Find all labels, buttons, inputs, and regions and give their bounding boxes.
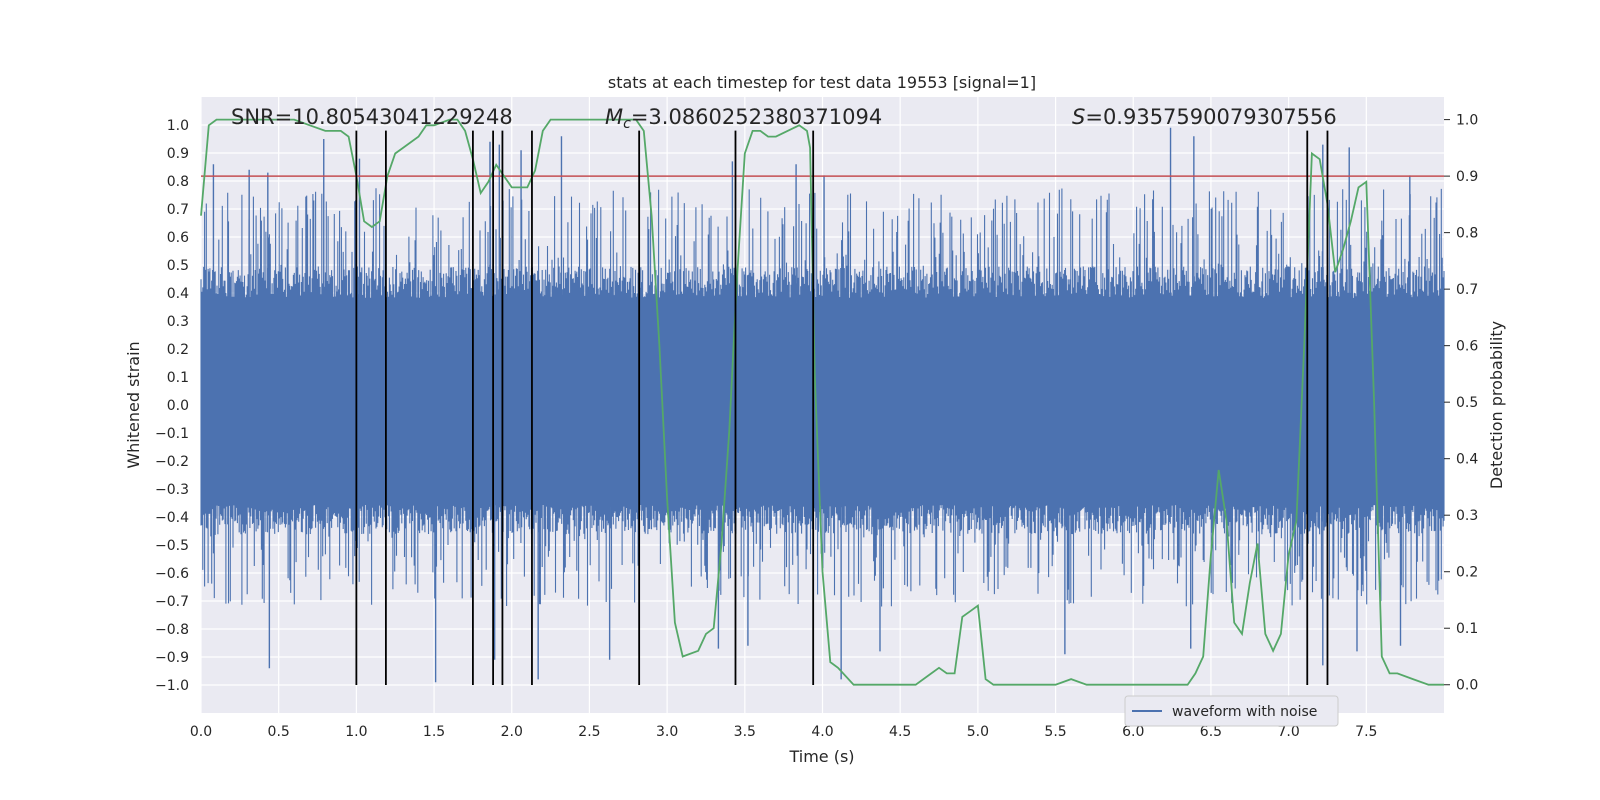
y-tick-label: −0.4 xyxy=(155,510,189,526)
s-symbol: S xyxy=(1072,105,1085,129)
y2-axis-label: Detection probability xyxy=(1487,321,1506,489)
y-tick-label: 0.4 xyxy=(167,286,189,302)
chirp-mass-annotation: Mc=3.0860252380371094 xyxy=(605,105,882,132)
y-tick-label: −0.7 xyxy=(155,594,189,610)
vertical-event-lines xyxy=(355,130,1329,685)
y-axis-ticks: 1.0 0.9 0.8 0.7 0.6 0.5 0.4 0.3 0.2 0.1 0.0 −0.1 −0.… xyxy=(155,118,189,694)
x-tick-label: 5.0 xyxy=(967,724,989,740)
detection-probability-line xyxy=(200,118,1444,686)
waveform-with-noise-series xyxy=(200,127,1445,683)
y2-tick-label: 0.6 xyxy=(1456,339,1478,355)
y2-axis-ticks: 1.0 0.9 0.8 0.7 0.6 0.5 0.4 0.3 0.2 0.1 0.0 xyxy=(1444,113,1478,694)
y2-tick-label: 0.9 xyxy=(1456,169,1478,185)
y-tick-label: −0.2 xyxy=(155,454,189,470)
x-axis-ticks: 0.0 0.5 1.0 1.5 2.0 2.5 3.0 3.5 4.0 4.5 5.0 5.5 6.0 6… xyxy=(190,724,1378,740)
y-tick-label: 1.0 xyxy=(167,118,189,134)
y-tick-label: 0.8 xyxy=(167,174,189,190)
x-tick-label: 7.0 xyxy=(1277,724,1299,740)
y2-tick-label: 0.0 xyxy=(1456,678,1478,694)
x-tick-label: 7.5 xyxy=(1355,724,1377,740)
chart-title: stats at each timestep for test data 195… xyxy=(608,73,1036,92)
y-tick-label: 0.6 xyxy=(167,230,189,246)
waveform-noise-band xyxy=(200,188,1445,607)
snr-annotation: SNR=10.80543041229248 xyxy=(231,105,513,129)
x-tick-label: 0.0 xyxy=(190,724,212,740)
x-tick-label: 2.5 xyxy=(578,724,600,740)
s-value: =0.9357590079307556 xyxy=(1085,105,1336,129)
y-axis-label: Whitened strain xyxy=(124,341,143,468)
y2-tick-label: 0.8 xyxy=(1456,226,1478,242)
y2-tick-label: 0.7 xyxy=(1456,282,1478,298)
x-tick-label: 2.0 xyxy=(501,724,523,740)
y2-tick-label: 0.5 xyxy=(1456,395,1478,411)
x-tick-label: 3.5 xyxy=(734,724,756,740)
y-tick-label: 0.5 xyxy=(167,258,189,274)
y-tick-label: −0.3 xyxy=(155,482,189,498)
x-tick-label: 5.5 xyxy=(1044,724,1066,740)
y-tick-label: −0.1 xyxy=(155,426,189,442)
y-tick-label: 0.7 xyxy=(167,202,189,218)
x-tick-label: 1.5 xyxy=(423,724,445,740)
x-axis-label: Time (s) xyxy=(788,747,854,766)
y-tick-label: 0.2 xyxy=(167,342,189,358)
y-tick-label: −0.8 xyxy=(155,622,189,638)
legend-label: waveform with noise xyxy=(1172,704,1317,720)
chirp-mass-value: =3.0860252380371094 xyxy=(631,105,882,129)
y-tick-label: 0.3 xyxy=(167,314,189,330)
x-tick-label: 0.5 xyxy=(268,724,290,740)
y2-tick-label: 1.0 xyxy=(1456,113,1478,129)
detection-probability-series xyxy=(200,118,1444,686)
y-tick-label: 0.1 xyxy=(167,370,189,386)
chirp-mass-subscript: c xyxy=(623,116,631,132)
x-tick-label: 4.5 xyxy=(889,724,911,740)
y2-tick-label: 0.1 xyxy=(1456,621,1478,637)
legend: waveform with noise xyxy=(1124,695,1339,727)
x-tick-label: 3.0 xyxy=(656,724,678,740)
x-tick-label: 6.5 xyxy=(1200,724,1222,740)
y2-tick-label: 0.2 xyxy=(1456,565,1478,581)
y-tick-label: 0.0 xyxy=(167,398,189,414)
chirp-mass-symbol: M xyxy=(605,105,623,129)
legend-box xyxy=(1124,695,1339,727)
x-tick-label: 4.0 xyxy=(811,724,833,740)
x-tick-label: 1.0 xyxy=(345,724,367,740)
s-annotation: S=0.9357590079307556 xyxy=(1072,105,1337,129)
y-tick-label: −0.5 xyxy=(155,538,189,554)
y2-tick-label: 0.4 xyxy=(1456,452,1478,468)
y-tick-label: −1.0 xyxy=(155,678,189,694)
x-tick-label: 6.0 xyxy=(1122,724,1144,740)
y-tick-label: 0.9 xyxy=(167,146,189,162)
y-tick-label: −0.6 xyxy=(155,566,189,582)
y2-tick-label: 0.3 xyxy=(1456,508,1478,524)
y-tick-label: −0.9 xyxy=(155,650,189,666)
